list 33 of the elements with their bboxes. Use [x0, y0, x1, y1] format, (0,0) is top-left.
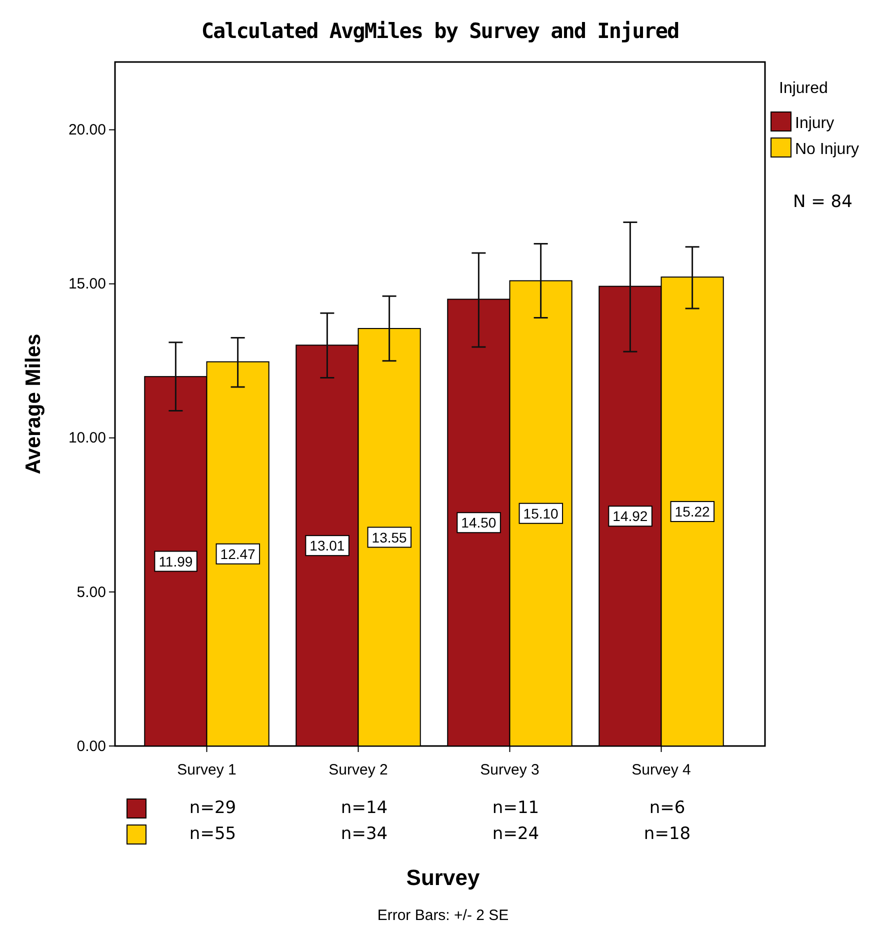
- x-tick-label: Survey 2: [328, 762, 388, 778]
- text: n=6: [649, 798, 686, 818]
- y-tick-label: 10.00: [68, 430, 106, 447]
- data-label: 15.10: [523, 505, 559, 522]
- data-label: 15.22: [674, 504, 710, 520]
- legend-label: Injury: [795, 115, 834, 132]
- data-label: 11.99: [158, 553, 193, 570]
- data-label: 14.92: [612, 508, 648, 524]
- y-tick-label: 20.00: [68, 122, 106, 139]
- text: n=24: [492, 824, 540, 844]
- x-tick-label: Survey 4: [632, 762, 691, 778]
- data-label: 12.47: [220, 546, 256, 562]
- x-tick-label: Survey 3: [480, 762, 540, 778]
- data-label: 13.01: [310, 538, 345, 554]
- text: n=11: [492, 798, 540, 818]
- legend-title: Injured: [779, 80, 828, 97]
- y-tick-label: 15.00: [68, 276, 106, 293]
- text: Error Bars: +/- 2 SE: [377, 907, 509, 924]
- chart-title: Calculated AvgMiles by Survey and Injured: [201, 19, 680, 43]
- data-label: 14.50: [461, 514, 496, 531]
- text: n=55: [189, 824, 236, 844]
- x-axis-title: Survey: [406, 865, 480, 890]
- text: n=29: [189, 798, 236, 818]
- y-tick-label: 0.00: [76, 738, 106, 755]
- text: n=14: [340, 798, 388, 818]
- x-tick-label: Survey 1: [177, 762, 236, 778]
- text: n=34: [340, 824, 388, 844]
- text: n=18: [644, 824, 691, 844]
- data-label: 13.55: [372, 529, 408, 546]
- y-tick-label: 5.00: [76, 584, 106, 601]
- text: N = 84: [793, 192, 852, 212]
- y-axis-title: Average Miles: [22, 334, 45, 474]
- legend-label: No Injury: [795, 141, 860, 158]
